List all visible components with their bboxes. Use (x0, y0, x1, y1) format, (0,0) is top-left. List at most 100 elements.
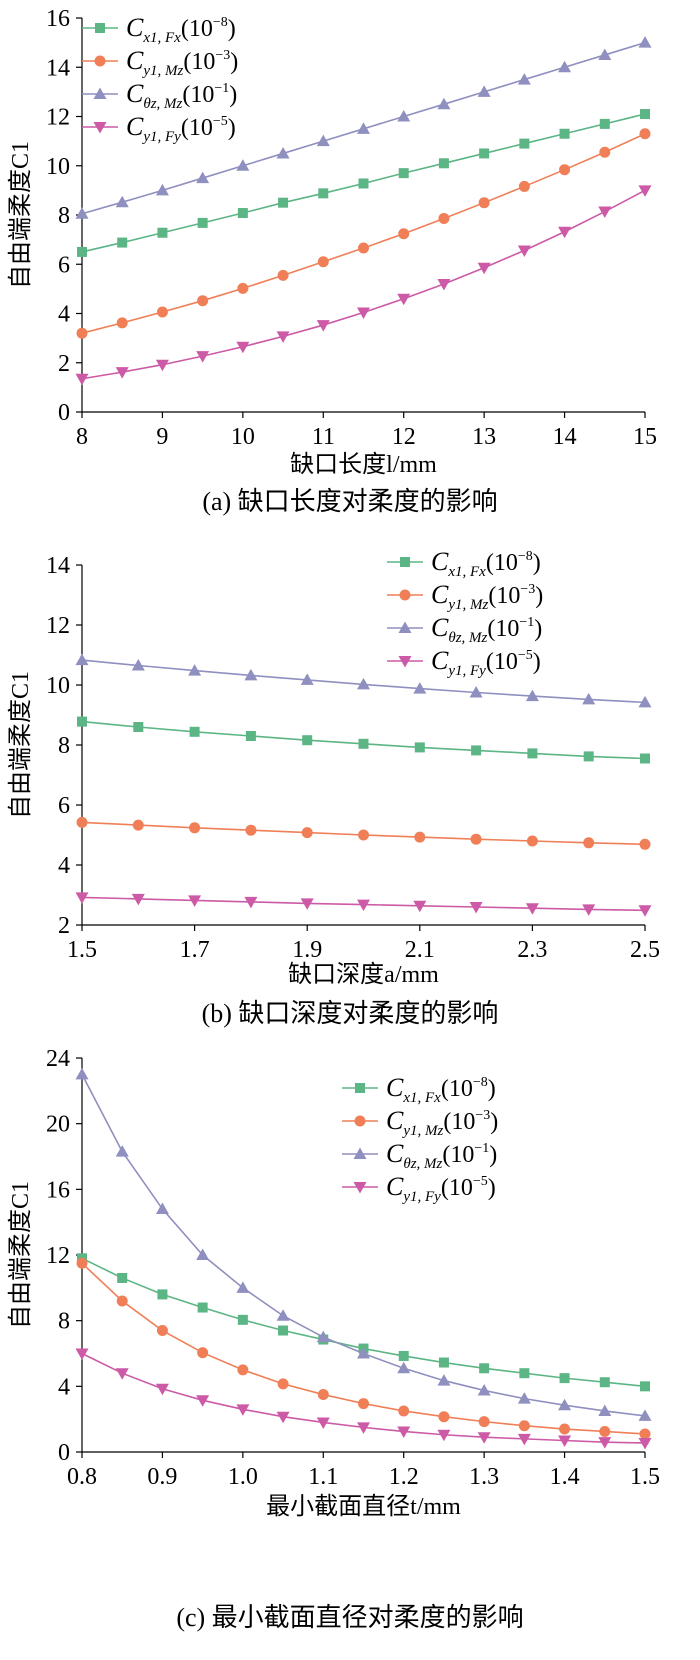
data-point-Cy1Mz (76, 327, 88, 339)
data-point-Cy1Fy (357, 899, 370, 912)
y-tick-label: 14 (46, 55, 70, 81)
data-point-Cy1Fy (397, 293, 411, 306)
data-point-Cy1Mz (197, 1347, 209, 1359)
data-point-Cy1Fy (115, 367, 129, 379)
data-point-Ctheta (244, 668, 258, 681)
data-point-Cy1Mz (76, 816, 88, 828)
data-point-Ctheta (525, 689, 539, 702)
data-point-Cx1 (559, 1373, 570, 1384)
data-point-Cy1Mz (116, 317, 128, 329)
data-point-Cy1Mz (438, 1411, 450, 1423)
data-point-Cy1Mz (317, 256, 329, 268)
data-point-Cy1Fy (558, 1435, 572, 1448)
data-point-Cy1Mz (438, 212, 450, 224)
legend-label-Ctheta: Cθz, Mz(10−1) (386, 1139, 497, 1172)
data-point-Cy1Fy (196, 1395, 210, 1407)
data-point-Ctheta (598, 1404, 612, 1416)
y-tick-label: 24 (46, 1046, 70, 1072)
x-tick-label: 8 (76, 424, 88, 450)
data-point-Ctheta (236, 1281, 250, 1293)
data-point-Ctheta (413, 682, 427, 694)
figure-caption-c: (c) 最小截面直径对柔度的影响 (176, 1603, 523, 1632)
data-point-Cy1Fy (300, 898, 314, 910)
data-point-Cy1Fy (131, 893, 145, 906)
data-point-Ctheta (357, 122, 370, 134)
legend-marker-Cx1 (95, 23, 105, 33)
data-point-Cy1Mz (116, 1295, 128, 1307)
data-point-Cx1 (278, 1325, 289, 1336)
data-point-Cy1Mz (189, 822, 201, 834)
x-tick-label: 1.4 (550, 1464, 580, 1490)
legend-label-Ctheta: Cθz, Mz(10−1) (126, 79, 237, 112)
y-tick-label: 8 (58, 733, 70, 759)
data-point-Cx1 (237, 1314, 248, 1325)
data-point-Cy1Fy (357, 307, 370, 320)
data-point-Ctheta (517, 1392, 531, 1404)
data-point-Cy1Fy (75, 373, 89, 386)
x-tick-label: 1.1 (308, 1464, 338, 1490)
data-point-Cy1Mz (398, 1405, 410, 1417)
data-point-Cx1 (519, 1368, 530, 1379)
data-point-Cy1Fy (236, 1404, 250, 1416)
data-point-Cx1 (117, 237, 128, 248)
data-point-Cy1Mz (518, 1420, 530, 1432)
x-tick-label: 1.3 (469, 1464, 499, 1490)
legend-marker-Cy1Fy (353, 1182, 367, 1194)
y-tick-label: 4 (58, 853, 70, 879)
data-point-Ctheta (236, 159, 250, 171)
data-point-Cy1Fy (155, 1383, 169, 1396)
y-tick-label: 2 (58, 913, 70, 939)
data-point-Cy1Fy (115, 1368, 129, 1380)
data-point-Cy1Mz (156, 1325, 168, 1337)
data-point-Cy1Mz (518, 180, 530, 192)
legend-label-Ctheta: Cθz, Mz(10−1) (431, 613, 542, 646)
data-point-Cx1 (599, 1377, 610, 1388)
data-point-Cy1Mz (317, 1389, 329, 1401)
y-tick-label: 12 (46, 613, 70, 639)
data-point-Cy1Mz (414, 831, 426, 843)
y-tick-label: 6 (58, 252, 70, 278)
legend-marker-Cx1 (400, 557, 410, 567)
data-point-Cy1Mz (559, 164, 571, 176)
data-point-Ctheta (397, 1361, 411, 1374)
data-point-Ctheta (517, 73, 531, 85)
data-point-Cy1Mz (358, 829, 369, 841)
data-point-Cy1Mz (639, 838, 651, 850)
x-tick-label: 0.8 (67, 1464, 97, 1490)
x-tick-label: 15 (633, 424, 657, 450)
data-point-Ctheta (155, 183, 169, 196)
data-point-Cy1Mz (358, 1398, 369, 1410)
data-point-Cx1 (471, 745, 482, 756)
data-point-Cy1Fy (558, 226, 572, 239)
data-point-Ctheta (357, 677, 370, 690)
data-point-Ctheta (188, 664, 202, 676)
data-point-Ctheta (316, 134, 330, 147)
series-line-Cy1Fy (81, 189, 646, 380)
data-point-Cy1Fy (437, 1429, 451, 1442)
x-tick-label: 0.9 (147, 1464, 177, 1490)
data-point-Ctheta (75, 1067, 89, 1080)
data-point-Cy1Mz (277, 269, 289, 281)
data-point-Ctheta (638, 695, 652, 708)
legend-label-Cy1Fy: Cy1, Fy(10−5) (431, 646, 541, 679)
legend-label-Cy1Fy: Cy1, Fy(10−5) (126, 112, 236, 145)
data-point-Cy1Fy (316, 320, 330, 332)
data-point-Ctheta (276, 146, 290, 159)
data-point-Cy1Fy (276, 331, 290, 343)
data-point-Cy1Fy (316, 1417, 330, 1429)
x-tick-label: 2.5 (630, 937, 660, 963)
data-point-Cy1Fy (196, 351, 210, 363)
y-tick-label: 8 (58, 1309, 70, 1335)
legend-label-Cy1Mz: Cy1, Mz(10−3) (431, 580, 543, 613)
data-point-Cy1Mz (132, 819, 144, 831)
data-point-Ctheta (558, 60, 572, 73)
x-tick-label: 12 (392, 424, 416, 450)
data-point-Cx1 (77, 246, 87, 257)
data-point-Cx1 (318, 188, 329, 199)
x-axis-label: 最小截面直径t/mm (266, 1493, 461, 1520)
figure-caption-a: (a) 缺口长度对柔度的影响 (202, 487, 497, 516)
data-point-Cy1Fy (477, 1432, 491, 1444)
chart-panel-c: 0 4 8 12 16 20 24 0.8 0.9 1.0 1.1 1.2 1.3 1.4 1.5 Cx1, … (7, 1046, 660, 1632)
y-axis-label: 自由端柔度C1 (7, 671, 34, 819)
